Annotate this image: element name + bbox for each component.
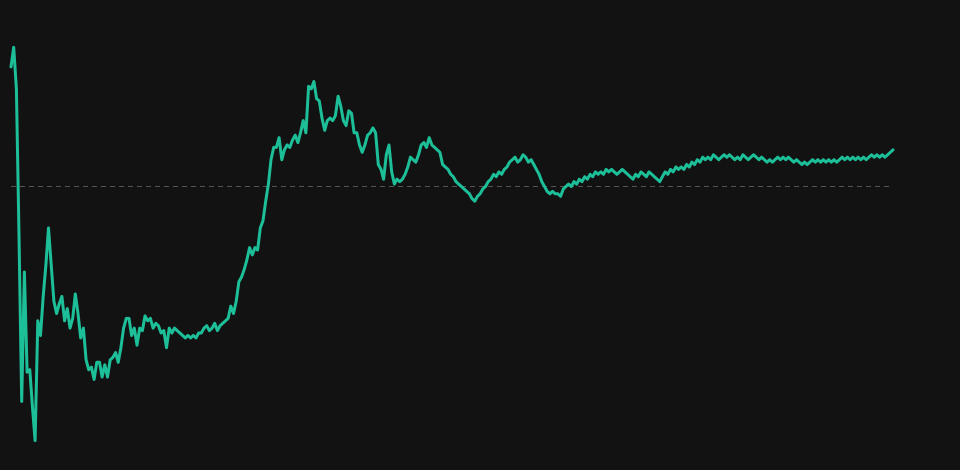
- series-layer: [9, 45, 895, 442]
- series-line-0: [9, 45, 895, 442]
